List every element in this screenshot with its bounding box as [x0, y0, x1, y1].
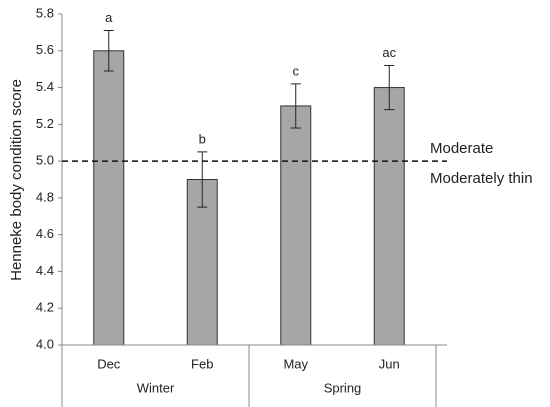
y-axis-title: Henneke body condition score	[8, 79, 25, 281]
y-tick-label: 5.8	[36, 5, 54, 20]
significance-letter: a	[105, 10, 113, 25]
bar	[373, 87, 405, 346]
y-tick-label: 4.4	[36, 263, 54, 278]
x-tick-label: May	[283, 356, 308, 371]
y-tick-label: 5.6	[36, 42, 54, 57]
y-tick-label: 4.8	[36, 189, 54, 204]
significance-letter: c	[293, 63, 300, 78]
bar	[93, 50, 125, 346]
y-tick-label: 4.0	[36, 336, 54, 351]
group-label: Spring	[324, 380, 362, 395]
y-tick-label: 5.0	[36, 153, 54, 168]
y-tick-label: 5.2	[36, 116, 54, 131]
group-label: Winter	[137, 380, 175, 395]
significance-letter: ac	[382, 45, 396, 60]
x-tick-label: Feb	[191, 356, 213, 371]
error-bar	[103, 30, 114, 72]
error-bar	[290, 83, 301, 129]
y-tick-label: 4.2	[36, 300, 54, 315]
x-tick-label: Dec	[97, 356, 121, 371]
y-tick-label: 5.4	[36, 79, 54, 94]
error-bar	[384, 64, 395, 111]
significance-letter: b	[199, 131, 206, 146]
reference-label: Moderately thin	[430, 170, 533, 187]
bar	[280, 105, 312, 346]
y-tick-label: 4.6	[36, 226, 54, 241]
x-tick-label: Jun	[379, 356, 400, 371]
reference-label: Moderate	[430, 140, 493, 157]
